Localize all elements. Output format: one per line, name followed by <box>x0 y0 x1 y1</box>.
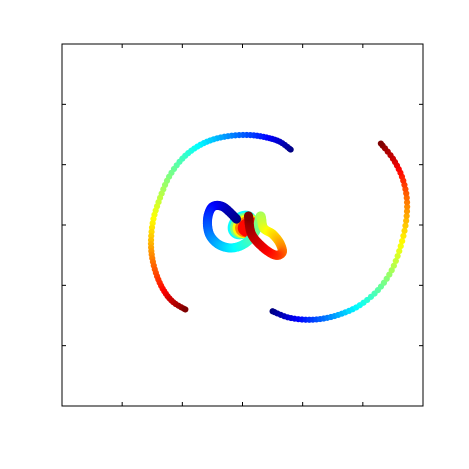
data-point <box>377 140 384 147</box>
series-inner-loop <box>202 200 287 260</box>
data-point <box>397 243 404 250</box>
data-point <box>396 247 403 255</box>
data-point <box>403 199 411 206</box>
data-point <box>182 306 189 313</box>
data-point <box>394 252 401 260</box>
data-point <box>402 222 409 229</box>
series-outer-arc-right <box>269 140 411 323</box>
data-point <box>390 262 397 269</box>
data-point <box>392 257 399 265</box>
data-point <box>401 227 408 234</box>
data-point <box>399 237 406 245</box>
data-point <box>243 211 254 221</box>
series-outer-arc-left <box>147 131 294 313</box>
data-point <box>403 208 411 215</box>
data-point <box>400 232 407 240</box>
data-point <box>403 212 410 220</box>
data-point <box>404 203 411 210</box>
data-point <box>403 217 410 224</box>
data-marks <box>147 131 411 323</box>
axes-frame <box>61 43 424 407</box>
